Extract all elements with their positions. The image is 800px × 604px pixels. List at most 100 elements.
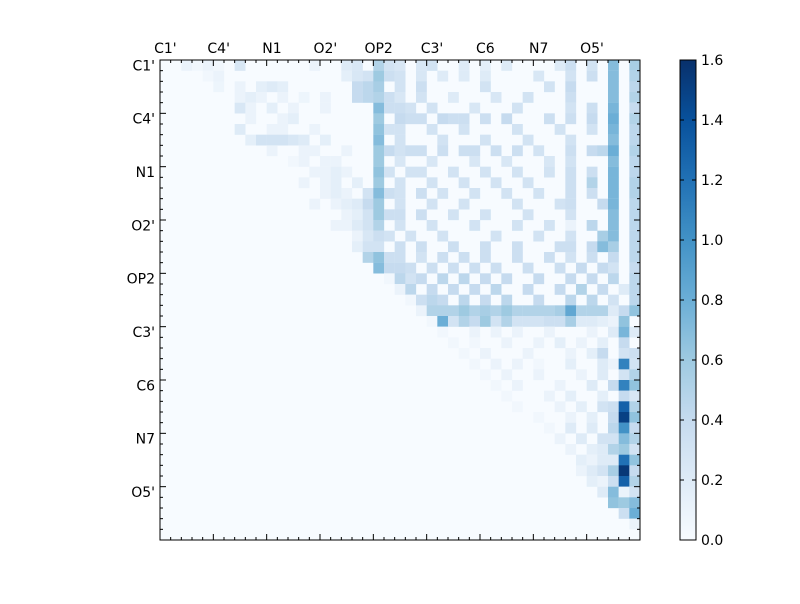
heatmap-cell [469, 156, 481, 167]
heatmap-cell [352, 241, 363, 253]
heatmap-cell [597, 465, 609, 477]
heatmap-cell [405, 113, 417, 125]
heatmap-cell [629, 252, 641, 263]
heatmap-cell [373, 134, 385, 146]
heatmap-cell [405, 273, 417, 285]
heatmap-cell [554, 284, 566, 295]
heatmap-cell [266, 145, 278, 157]
heatmap-cell [565, 412, 577, 423]
heatmap-cell [629, 358, 641, 370]
heatmap-cell [608, 145, 619, 157]
heatmap-cell [576, 284, 587, 295]
heatmap-cell [384, 209, 395, 221]
heatmap-cell [565, 134, 577, 146]
heatmap-cell [394, 145, 406, 157]
heatmap-cell [490, 145, 502, 157]
heatmap-cell [586, 422, 598, 434]
heatmap-cell [490, 305, 502, 317]
heatmap-cell [629, 401, 641, 413]
heatmap-cell [597, 230, 609, 242]
heatmap-cell [245, 102, 257, 114]
heatmap-cell [405, 230, 417, 242]
heatmap-cell [522, 92, 534, 103]
heatmap-cell [629, 294, 641, 306]
heatmap-cell [437, 188, 449, 199]
heatmap-cell [586, 145, 598, 157]
heatmap-cell [309, 60, 321, 71]
heatmap-cell [469, 326, 481, 338]
colorbar-tick-label: 0.6 [701, 353, 723, 369]
heatmap-cell [522, 305, 534, 317]
heatmap-cell [234, 92, 246, 103]
heatmap-cell [586, 316, 598, 327]
heatmap-cell [501, 337, 513, 349]
heatmap-cell [629, 262, 641, 274]
heatmap-cell [501, 294, 513, 306]
heatmap-cell [618, 412, 630, 423]
heatmap-cell [362, 70, 374, 82]
heatmap-cell [341, 198, 353, 210]
heatmap-cell [426, 177, 438, 189]
heatmap-cell [480, 60, 491, 71]
heatmap-cell [426, 124, 438, 135]
heatmap-cell [608, 252, 619, 263]
heatmap-cell [512, 401, 523, 413]
heatmap-cell [608, 70, 619, 82]
heatmap-cell [480, 252, 491, 263]
heatmap-cell [586, 124, 598, 135]
heatmap-cell [597, 198, 609, 210]
heatmap-cell [426, 198, 438, 210]
heatmap-cell [586, 252, 598, 263]
heatmap-cell [597, 241, 609, 253]
heatmap-cell [565, 188, 577, 199]
heatmap-cell [629, 124, 641, 135]
heatmap-cell [608, 81, 619, 93]
y-tick-label: N7 [136, 432, 155, 448]
heatmap-cell [202, 60, 214, 71]
heatmap-cell [565, 220, 577, 231]
heatmap-cell [533, 305, 545, 317]
heatmap-cell [490, 230, 502, 242]
heatmap-cell [618, 305, 630, 317]
heatmap-cell [586, 294, 598, 306]
heatmap-cell [608, 465, 619, 477]
heatmap-cell [629, 412, 641, 423]
heatmap-cell [618, 390, 630, 402]
heatmap-cell [426, 284, 438, 295]
heatmap-cell [629, 145, 641, 157]
heatmap-cell [586, 177, 598, 189]
heatmap-cell [512, 305, 523, 317]
heatmap-cell [245, 134, 257, 146]
heatmap-cell [416, 273, 427, 285]
x-tick-label: C6 [476, 41, 495, 57]
heatmap-cell [522, 209, 534, 221]
heatmap-cell [565, 198, 577, 210]
heatmap-cell [576, 305, 587, 317]
heatmap-cell [597, 454, 609, 466]
heatmap-cell [586, 241, 598, 253]
heatmap-cell [608, 230, 619, 242]
heatmap-cell [373, 198, 385, 210]
heatmap-cell [618, 486, 630, 498]
heatmap-cell [384, 273, 395, 285]
heatmap-cell [362, 220, 374, 231]
heatmap-cell [480, 81, 491, 93]
x-tick-label: C4' [207, 41, 230, 57]
heatmap-cell [544, 326, 555, 338]
heatmap-cell [437, 294, 449, 306]
heatmap-cell [565, 358, 577, 370]
heatmap-cell [512, 252, 523, 263]
heatmap-cell [394, 156, 406, 167]
heatmap-cell [629, 166, 641, 178]
heatmap-cell [469, 337, 481, 349]
heatmap-cell [426, 305, 438, 317]
heatmap-cell [565, 145, 577, 157]
heatmap-cell [608, 422, 619, 434]
heatmap-cell [629, 348, 641, 359]
heatmap-cell [533, 145, 545, 157]
heatmap-cell [405, 166, 417, 178]
heatmap-cell [362, 198, 374, 210]
heatmap-cell [608, 358, 619, 370]
heatmap-cell [597, 433, 609, 445]
heatmap-cell [373, 81, 385, 93]
